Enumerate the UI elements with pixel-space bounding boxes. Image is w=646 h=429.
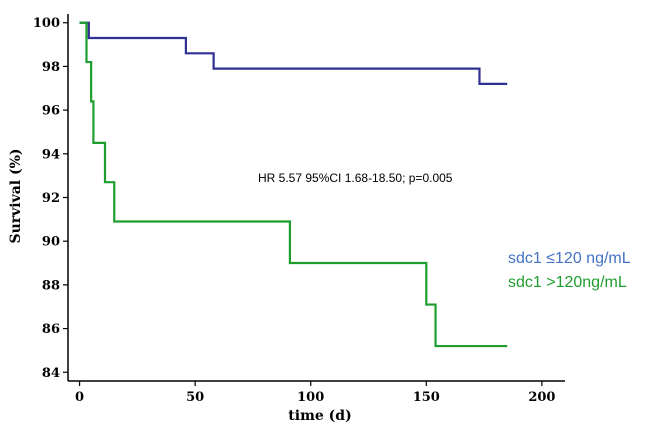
y-tick-label: 90 [42, 235, 60, 250]
x-tick-label: 100 [297, 390, 324, 405]
x-tick-label: 200 [528, 390, 555, 405]
ticks: 84 86 88 90 92 94 96 98 100 0 50 100 150 200 [33, 16, 556, 405]
y-tick-label: 98 [42, 60, 60, 75]
y-tick-label: 88 [42, 278, 60, 293]
survival-curve-low-sdc1 [79, 21, 508, 86]
x-tick-label: 50 [186, 390, 204, 405]
legend-entry-high-sdc1: sdc1 >120ng/mL [508, 274, 627, 291]
x-tick-label: 150 [413, 390, 440, 405]
x-axis-label: time (d) [288, 408, 351, 424]
y-tick-label: 100 [33, 16, 60, 31]
x-tick-label: 0 [75, 390, 84, 405]
y-tick-label: 84 [42, 366, 60, 381]
series-layer [79, 21, 508, 348]
survival-curve-high-sdc1 [79, 21, 508, 348]
y-tick-label: 94 [42, 147, 60, 162]
hazard-ratio-annotation: HR 5.57 95%CI 1.68-18.50; p=0.005 [258, 171, 453, 185]
y-tick-label: 86 [42, 322, 60, 337]
y-tick-label: 92 [42, 191, 60, 206]
y-tick-label: 96 [42, 104, 60, 119]
legend-entry-low-sdc1: sdc1 ≤120 ng/mL [508, 250, 631, 267]
y-axis-label: Survival (%) [8, 148, 24, 243]
